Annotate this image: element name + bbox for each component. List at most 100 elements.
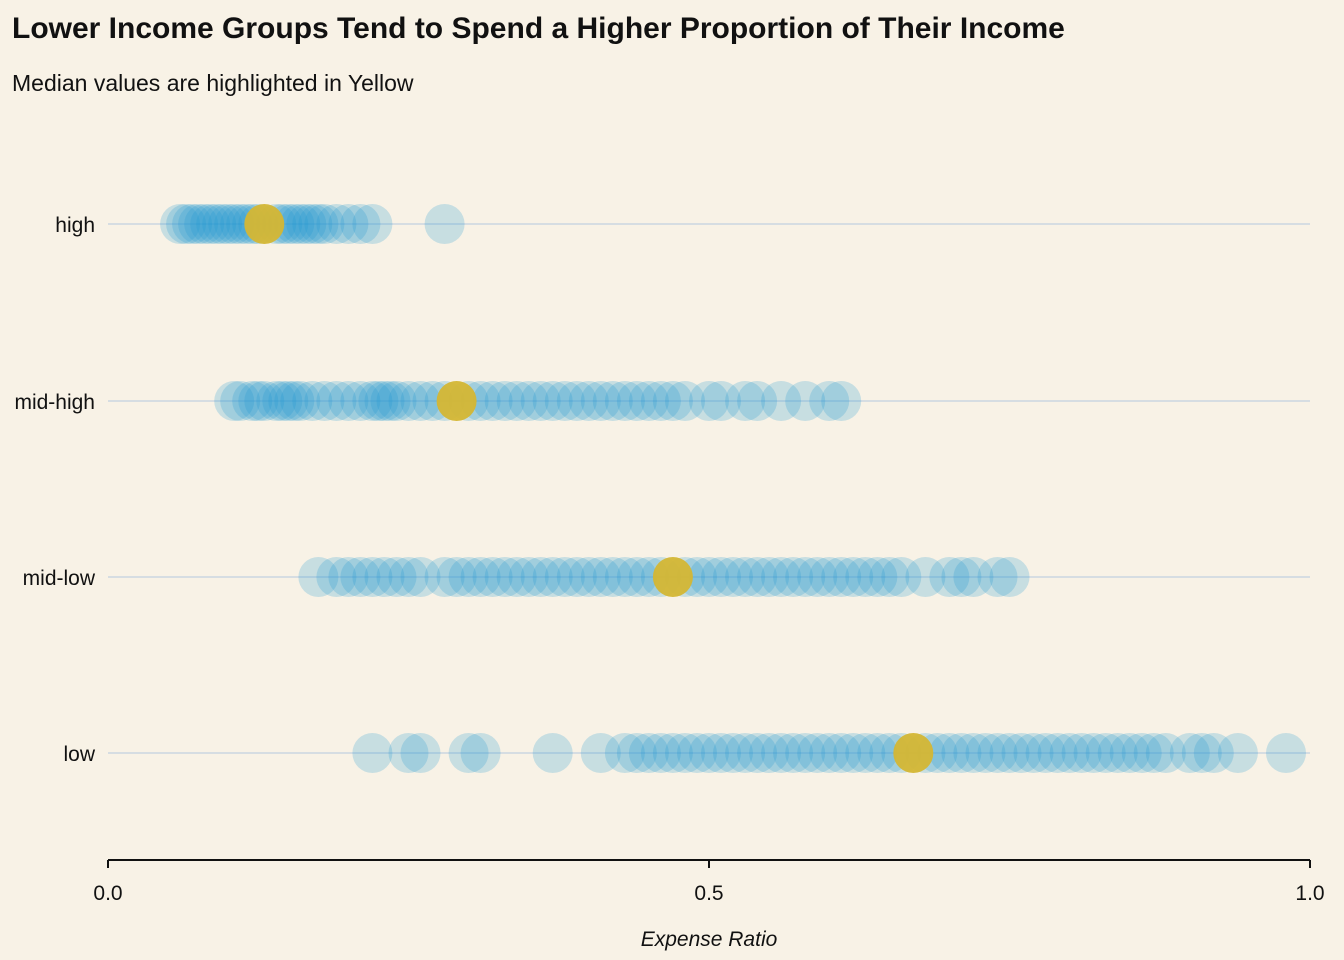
- data-point: [797, 557, 838, 597]
- data-point: [1193, 733, 1234, 773]
- data-point: [833, 733, 874, 773]
- data-point: [1061, 733, 1102, 773]
- data-point: [953, 557, 994, 597]
- data-point: [628, 381, 669, 421]
- data-point: [298, 557, 339, 597]
- data-point: [262, 381, 303, 421]
- data-point: [953, 733, 994, 773]
- data-point: [460, 733, 501, 773]
- chart-title: Lower Income Groups Tend to Spend a High…: [12, 12, 1065, 45]
- data-point: [580, 733, 621, 773]
- data-point: [556, 557, 597, 597]
- data-point: [520, 381, 561, 421]
- data-point: [298, 204, 339, 244]
- data-point: [484, 557, 525, 597]
- data-point: [448, 557, 489, 597]
- data-point: [1169, 733, 1210, 773]
- data-point: [905, 557, 946, 597]
- data-points: [160, 204, 1306, 773]
- data-point: [1109, 733, 1150, 773]
- data-point: [172, 204, 213, 244]
- data-point: [773, 557, 814, 597]
- data-point: [737, 733, 778, 773]
- data-point: [797, 733, 838, 773]
- data-point: [616, 557, 657, 597]
- data-point: [604, 381, 645, 421]
- data-point: [328, 557, 369, 597]
- data-point: [370, 381, 411, 421]
- data-point: [340, 204, 381, 244]
- data-point: [1097, 733, 1138, 773]
- data-point: [424, 557, 465, 597]
- data-point: [1181, 733, 1222, 773]
- data-point: [292, 204, 333, 244]
- data-point: [268, 381, 309, 421]
- data-point: [340, 557, 381, 597]
- data-point: [580, 557, 621, 597]
- data-point: [737, 381, 778, 421]
- median-points: [244, 204, 934, 773]
- data-point: [400, 733, 441, 773]
- median-point-high: [244, 204, 285, 244]
- data-point: [616, 381, 657, 421]
- data-point: [749, 557, 790, 597]
- data-point: [677, 733, 717, 773]
- data-point: [640, 381, 681, 421]
- data-point: [532, 381, 573, 421]
- data-point: [785, 381, 826, 421]
- data-point: [701, 557, 741, 597]
- median-point-low: [893, 733, 934, 773]
- data-point: [544, 381, 585, 421]
- gridlines: [108, 223, 1310, 754]
- median-point-mid-low: [652, 557, 693, 597]
- data-point: [1133, 733, 1174, 773]
- x-tick-label: 0.0: [93, 882, 122, 905]
- data-point: [532, 733, 573, 773]
- data-point: [640, 733, 681, 773]
- data-point: [773, 733, 814, 773]
- data-point: [725, 733, 766, 773]
- data-point: [701, 381, 741, 421]
- data-point: [977, 733, 1018, 773]
- data-point: [292, 381, 333, 421]
- data-point: [689, 557, 729, 597]
- data-point: [1013, 733, 1054, 773]
- data-point: [460, 557, 501, 597]
- data-point: [304, 381, 345, 421]
- data-point: [725, 557, 766, 597]
- data-point: [220, 381, 261, 421]
- category-label-low: low: [63, 743, 95, 766]
- data-point: [202, 204, 243, 244]
- x-tick-label: 0.5: [694, 882, 723, 905]
- data-point: [761, 381, 802, 421]
- data-point: [1121, 733, 1162, 773]
- data-point: [286, 204, 327, 244]
- data-point: [580, 381, 621, 421]
- data-point: [977, 557, 1018, 597]
- data-point: [238, 381, 279, 421]
- data-point: [274, 381, 315, 421]
- data-point: [965, 733, 1006, 773]
- data-point: [989, 557, 1030, 597]
- data-point: [941, 733, 982, 773]
- data-point: [244, 381, 285, 421]
- data-point: [725, 381, 766, 421]
- data-point: [214, 204, 255, 244]
- data-point: [214, 381, 255, 421]
- data-point: [568, 557, 609, 597]
- data-point: [1025, 733, 1066, 773]
- data-point: [496, 381, 537, 421]
- data-point: [761, 733, 802, 773]
- data-point: [388, 557, 429, 597]
- data-point: [809, 557, 850, 597]
- data-point: [316, 557, 357, 597]
- data-point: [316, 381, 357, 421]
- data-point: [737, 557, 778, 597]
- data-point: [833, 557, 874, 597]
- data-point: [809, 733, 850, 773]
- data-point: [304, 204, 345, 244]
- data-point: [424, 204, 465, 244]
- category-label-high: high: [55, 214, 95, 237]
- data-point: [761, 557, 802, 597]
